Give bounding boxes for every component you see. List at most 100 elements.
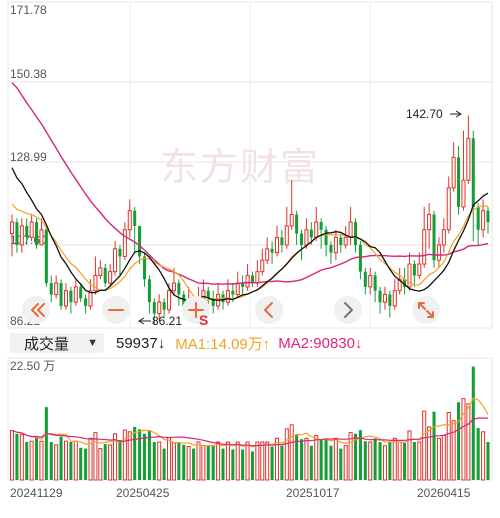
candle-body bbox=[382, 294, 387, 303]
volume-bar bbox=[147, 430, 151, 480]
volume-bar bbox=[441, 434, 446, 481]
volume-bar bbox=[412, 442, 416, 480]
candle-body bbox=[245, 274, 250, 288]
chevron-right-icon bbox=[344, 302, 353, 318]
candle-body bbox=[309, 229, 313, 238]
volume-bar bbox=[466, 403, 471, 481]
volume-bar bbox=[457, 402, 461, 480]
candle-body bbox=[177, 283, 181, 295]
volume-bar bbox=[59, 436, 63, 480]
volume-bar bbox=[260, 441, 265, 481]
candle-body bbox=[35, 222, 39, 245]
volume-bar bbox=[171, 442, 176, 481]
volume-bar bbox=[476, 428, 480, 480]
candle-body bbox=[343, 236, 348, 246]
volume-bar bbox=[133, 426, 137, 480]
ma2-value: MA2:90830↓ bbox=[278, 334, 363, 352]
candle-body bbox=[122, 229, 127, 257]
volume-bar bbox=[9, 430, 15, 481]
volume-bar bbox=[122, 429, 127, 481]
candle-body bbox=[108, 271, 113, 284]
volume-bar bbox=[35, 436, 39, 480]
candle-body bbox=[427, 214, 432, 231]
candle-body bbox=[422, 229, 427, 265]
volume-bar bbox=[481, 431, 486, 481]
volume-bar bbox=[417, 441, 422, 481]
move-left-button[interactable] bbox=[255, 296, 283, 324]
volume-bar bbox=[403, 442, 407, 480]
volume-bar bbox=[373, 438, 377, 480]
candle-body bbox=[476, 206, 480, 230]
indicator-select[interactable]: 成交量 ▼ bbox=[10, 333, 104, 353]
price-grid bbox=[7, 1, 493, 329]
candle-body bbox=[79, 286, 83, 299]
volume-bar bbox=[392, 437, 397, 481]
candle-body bbox=[358, 244, 362, 272]
volume-bar bbox=[265, 441, 270, 481]
ma-long-line bbox=[11, 82, 489, 285]
volume-bar bbox=[103, 444, 107, 480]
volume-bar bbox=[284, 428, 289, 481]
volume-bar bbox=[15, 433, 19, 480]
volume-bar bbox=[280, 445, 284, 480]
price-tick-3: 128.99 bbox=[10, 150, 47, 164]
candle-body bbox=[235, 282, 240, 296]
candle-body bbox=[270, 248, 274, 253]
prev-page-button[interactable] bbox=[22, 296, 50, 324]
zoom-out-button[interactable] bbox=[102, 296, 130, 324]
volume-bar bbox=[300, 439, 304, 480]
volume-bar bbox=[192, 448, 196, 480]
volume-bar bbox=[73, 440, 78, 481]
candle-body bbox=[451, 156, 456, 189]
candle-body bbox=[250, 275, 254, 284]
candle-body bbox=[265, 248, 270, 261]
volume-bar bbox=[157, 441, 162, 481]
fullscreen-button[interactable] bbox=[412, 296, 440, 324]
candle-body bbox=[138, 225, 142, 257]
move-right-button[interactable] bbox=[334, 296, 362, 324]
volume-bar bbox=[54, 444, 59, 481]
volume-bar bbox=[368, 441, 373, 481]
candle-body bbox=[314, 221, 319, 238]
candle-body bbox=[339, 237, 343, 245]
candle-body bbox=[397, 278, 402, 292]
volume-bar bbox=[29, 440, 34, 481]
candle-body bbox=[147, 279, 151, 303]
caret-down-icon: ▼ bbox=[87, 337, 98, 349]
zoom-in-button[interactable] bbox=[182, 296, 210, 324]
volume-bar bbox=[304, 437, 309, 481]
volume-bar bbox=[329, 445, 333, 480]
candle-body bbox=[407, 263, 412, 288]
plus-icon bbox=[188, 302, 204, 318]
candle-body bbox=[73, 286, 78, 303]
date-label-2: 20250425 bbox=[116, 486, 170, 500]
candle-body bbox=[388, 294, 392, 306]
volume-bar bbox=[295, 434, 299, 480]
high-label: 142.70 bbox=[406, 107, 443, 121]
candle-body bbox=[225, 290, 230, 303]
volume-value: 59937↓ bbox=[116, 334, 166, 352]
volume-bar bbox=[231, 449, 235, 480]
candle-body bbox=[103, 267, 107, 284]
volume-bar bbox=[196, 441, 201, 481]
volume-bar bbox=[221, 448, 225, 480]
volume-bar bbox=[93, 432, 98, 481]
candle-body bbox=[461, 179, 466, 208]
volume-bar bbox=[250, 451, 254, 480]
candle-body bbox=[118, 248, 122, 257]
candles-layer bbox=[9, 115, 490, 325]
candle-body bbox=[289, 214, 294, 227]
candle-body bbox=[412, 264, 416, 276]
volume-bar bbox=[382, 445, 387, 481]
volume-bar bbox=[339, 448, 343, 480]
volume-bar bbox=[436, 437, 441, 481]
candle-body bbox=[98, 267, 103, 276]
volume-bar bbox=[19, 434, 24, 481]
candle-body bbox=[211, 298, 215, 306]
candle-body bbox=[300, 233, 304, 245]
price-tick-2: 150.38 bbox=[10, 67, 47, 81]
candle-body bbox=[373, 275, 377, 291]
volume-bar bbox=[388, 442, 392, 480]
volume-bar bbox=[235, 441, 240, 481]
candle-body bbox=[29, 221, 34, 238]
